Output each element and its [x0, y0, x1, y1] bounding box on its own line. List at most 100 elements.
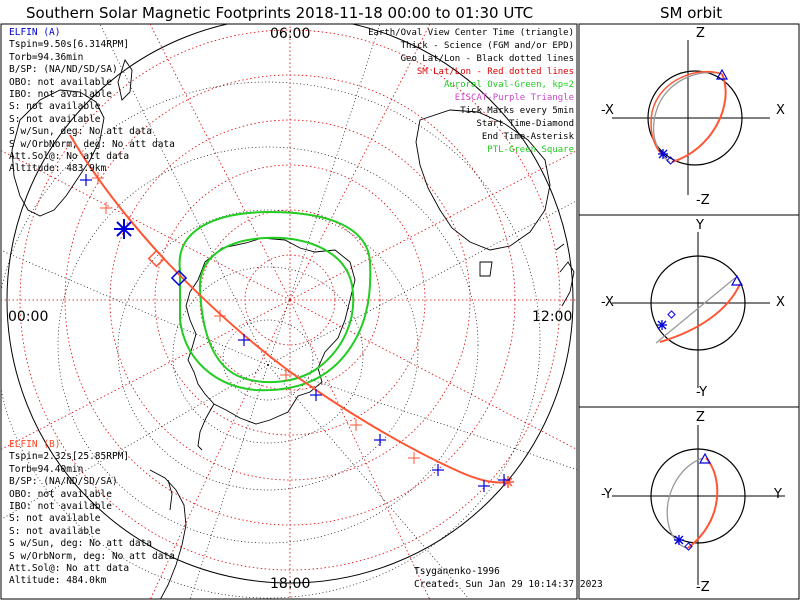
geo-lon-line [267, 200, 577, 366]
orbit-panel-xz [612, 40, 770, 195]
legend-item: EISCAT-Purple Triangle [454, 93, 574, 103]
elfin-a-line: Tspin=9.50s[6.314RPM] [9, 39, 130, 51]
legend-item: Start Time-Diamond [476, 119, 574, 129]
sm-lon-line [1, 150, 291, 301]
sm-lon-line [1, 299, 291, 450]
geo-lat-circle [57, 146, 479, 544]
geo-lon-line [189, 364, 269, 599]
orbit-plot-frame [578, 23, 800, 600]
elfin-b-line: S w/Sun, deg: No att data [9, 538, 152, 550]
geo-lat-circle [222, 319, 314, 401]
elfin-a-line: S: not available [9, 101, 101, 113]
elfin-b-line: Altitude: 484.0km [9, 575, 107, 587]
legend-item: Tick Marks every 5min [460, 106, 574, 116]
time-label-left: 00:00 [8, 309, 49, 325]
geo-lat-circle [172, 266, 364, 444]
orbit-end-asterisk [658, 149, 668, 159]
elfin-a-line: OBO: not available [9, 76, 112, 88]
orbit-track-gray [666, 457, 704, 549]
orbit-1-label-right: X [776, 103, 785, 118]
time-label-bottom: 18:00 [270, 576, 311, 592]
auroral-oval-inner [198, 236, 355, 384]
legend-item: Geo Lat/Lon - Black dotted lines [400, 54, 574, 64]
elfin-a-line: Att.Sol@: No att data [9, 151, 130, 163]
legend: Earth/Oval View Center Time (triangle) T… [368, 27, 574, 157]
sm-longitude-grid [1, 24, 577, 599]
geo-lon-line [1, 250, 269, 366]
orbit-2-label-left: -X [601, 295, 614, 310]
elfin-b-line: OBO: not available [9, 488, 112, 500]
geo-lon-line [99, 24, 269, 366]
sm-lon-line [289, 299, 430, 599]
elfin-a-info: ELFIN (A) Tspin=9.50s[6.314RPM] Torb=94.… [9, 27, 175, 176]
earth-circle [647, 70, 743, 166]
elfin-a-end-asterisk [114, 219, 134, 239]
legend-item: PTL-Green Square [487, 145, 574, 155]
orbit-track-b [659, 283, 741, 343]
sm-lat-circle [19, 29, 561, 571]
elfin-a-line: Altitude: 483.9km [9, 163, 107, 175]
orbit-panel-xy [612, 232, 770, 388]
elfin-b-info: ELFIN (B) Tspin=2.32s[25.85RPM] Torb=94.… [9, 439, 175, 588]
legend-item: End Time-Asterisk [481, 132, 574, 142]
orbit-end-asterisk [657, 320, 667, 330]
orbit-title: SM orbit [660, 4, 723, 22]
earth-limb [6, 24, 574, 584]
new-zealand-north [555, 243, 565, 251]
tasmania [479, 261, 493, 277]
orbit-3-label-left: -Y [601, 487, 613, 502]
orbit-track-b2 [650, 70, 723, 157]
created-timestamp: Created: Sun Jan 29 10:14:37 2023 [414, 579, 603, 590]
orbit-1-label-left: -X [601, 103, 614, 118]
south-america-coast [167, 479, 173, 511]
orbit-2-label-right: X [776, 295, 785, 310]
time-label-right: 12:00 [532, 309, 573, 325]
elfin-b-line: B/SP: (NA/ND/SD/SA) [9, 476, 118, 488]
legend-item: Earth/Oval View Center Time (triangle) [368, 28, 574, 38]
elfin-b-track [69, 134, 509, 484]
elfin-a-line: S: not available [9, 113, 101, 125]
elfin-a-ticks [80, 174, 490, 492]
antarctic-peninsula [197, 403, 215, 451]
elfin-b-line: Torb=94.40min [9, 463, 84, 475]
polar-map [1, 24, 577, 599]
legend-item: SM Lat/Lon - Red dotted lines [416, 67, 574, 77]
view-center-triangle [730, 274, 744, 286]
orbit-start-diamond [684, 542, 693, 551]
earth-circle [650, 448, 746, 544]
legend-item: Auroral Oval-Green, kp=2 [443, 80, 574, 90]
sm-lat-circle [154, 164, 426, 436]
model-credit: Tsyganenko-1996 [414, 566, 500, 577]
legend-item: Thick - Science (FGM and/or EPD) [400, 41, 574, 51]
view-center-triangle [715, 68, 729, 80]
orbit-1-label-top: Z [696, 26, 705, 41]
geo-lon-line [267, 24, 381, 366]
time-label-top: 06:00 [270, 26, 311, 42]
orbit-track-b [687, 457, 719, 549]
orbit-2-label-bottom: -Y [696, 385, 708, 400]
auroral-oval [178, 210, 372, 392]
orbit-3-label-bottom: -Z [696, 580, 710, 595]
orbit-1-label-bottom: -Z [696, 193, 710, 208]
new-zealand [559, 261, 575, 307]
elfin-a-name: ELFIN (A) [9, 27, 61, 38]
elfin-a-tick-end [498, 474, 510, 486]
view-center-triangle [698, 452, 712, 464]
orbit-panel-yz [612, 425, 785, 585]
orbit-start-diamond [666, 156, 675, 165]
continents [11, 58, 575, 599]
elfin-b-ticks [92, 172, 420, 464]
geo-lat-circle [117, 209, 419, 491]
elfin-b-name: ELFIN (B) [9, 439, 61, 450]
madagascar [117, 58, 133, 101]
elfin-b-line: S: not available [9, 525, 101, 537]
sm-lat-circle [199, 209, 381, 391]
main-title: Southern Solar Magnetic Footprints 2018-… [26, 4, 534, 22]
geo-lat-circle [1, 81, 541, 599]
australia [415, 109, 551, 251]
main-plot-frame [0, 23, 578, 600]
africa [11, 89, 105, 217]
orbit-track-b [671, 73, 727, 163]
orbit-3-label-right: Y [774, 487, 782, 502]
